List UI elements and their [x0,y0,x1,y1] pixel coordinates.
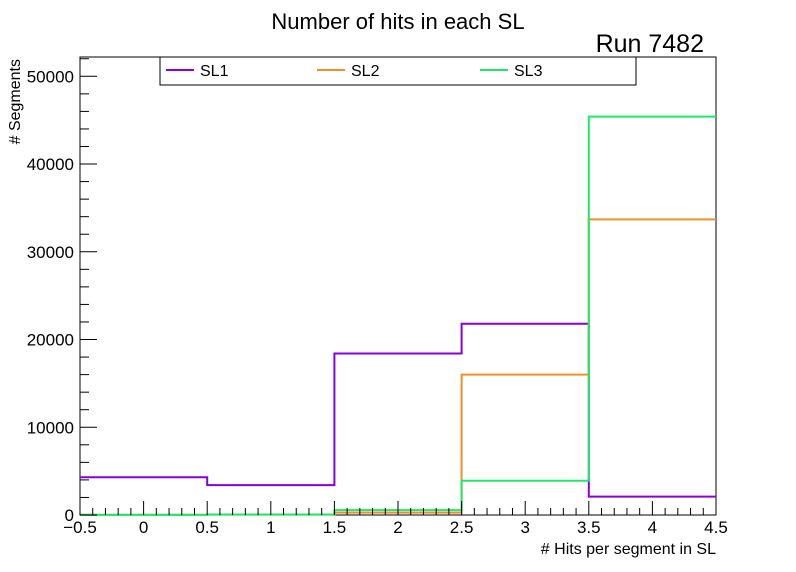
run-annotation: Run 7482 [596,30,704,58]
legend-box [159,56,637,86]
legend: SL1 SL2 SL3 [159,56,637,86]
x-tick-label: 1.5 [323,518,347,537]
x-axis: −0.5 0 0.5 1 1.5 2 2.5 3 3.5 4 4.5 [63,501,728,537]
legend-label-sl1: SL1 [200,63,229,80]
y-tick-label: 0 [65,506,74,525]
series-layer [80,115,716,516]
x-axis-label: # Hits per segment in SL [541,541,716,558]
x-tick-label: 0.5 [195,518,219,537]
y-tick-label: 50000 [27,67,74,86]
series-sl2-line [80,218,716,516]
y-tick-label: 40000 [27,155,74,174]
x-tick-label: −0.5 [63,518,97,537]
x-tick-label: 1 [266,518,275,537]
plot-frame [79,56,717,516]
y-axis: 0 10000 20000 30000 40000 50000 [27,58,97,525]
y-axis-label: # Segments [7,59,24,144]
x-tick-label: 3 [520,518,529,537]
x-tick-label: 4 [648,518,657,537]
plot-border [79,56,717,516]
chart-title: Number of hits in each SL [271,9,524,34]
series-sl3-line [80,115,716,516]
legend-label-sl2: SL2 [351,63,380,80]
x-tick-label: 2.5 [450,518,474,537]
series-sl1-line [80,322,716,498]
x-tick-label: 2 [393,518,402,537]
y-tick-label: 10000 [27,418,74,437]
x-tick-label: 4.5 [704,518,728,537]
y-tick-label: 20000 [27,331,74,350]
x-tick-label: 3.5 [577,518,601,537]
x-tick-label: 0 [139,518,148,537]
y-tick-label: 30000 [27,243,74,262]
legend-label-sl3: SL3 [514,63,543,80]
